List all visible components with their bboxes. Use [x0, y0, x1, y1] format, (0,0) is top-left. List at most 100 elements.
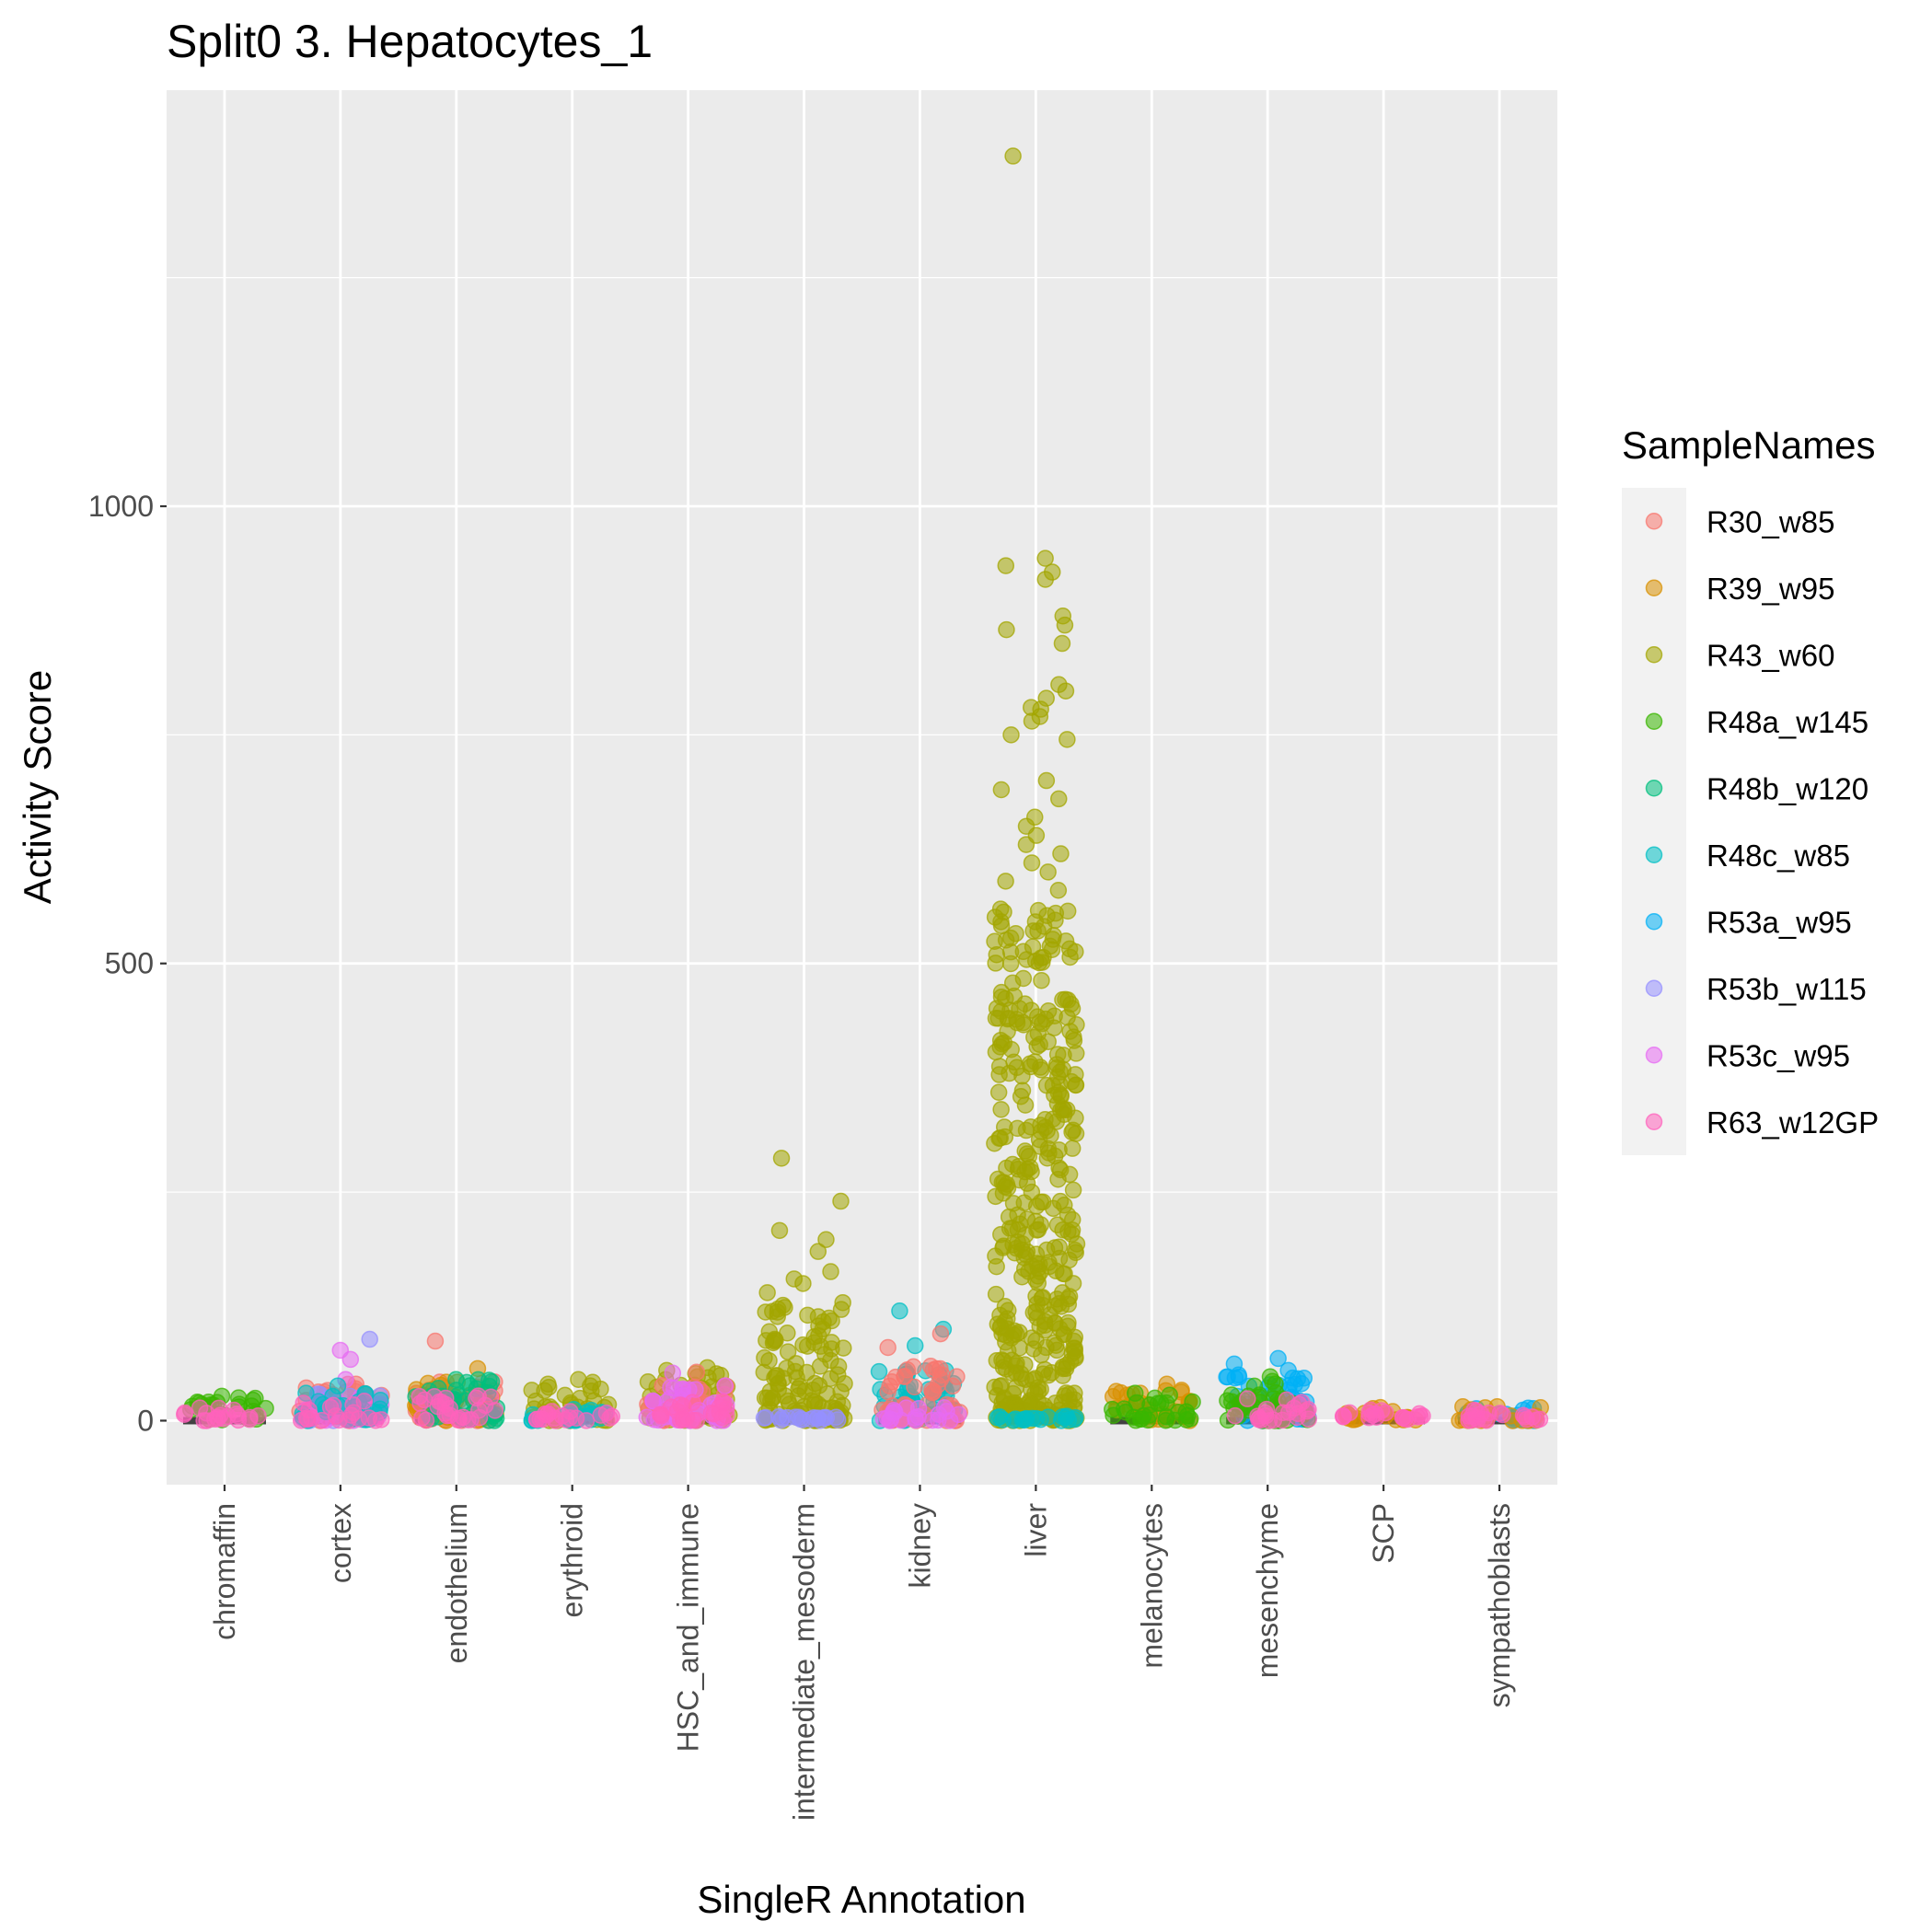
data-point [1068, 1235, 1086, 1253]
data-point [553, 1407, 572, 1425]
data-point [996, 1298, 1014, 1315]
data-point [684, 1411, 702, 1429]
data-point [769, 1408, 788, 1426]
data-point [1467, 1402, 1486, 1420]
data-point [925, 1382, 943, 1401]
data-point [1064, 1181, 1082, 1199]
legend-key [1645, 1113, 1663, 1130]
data-point [1023, 854, 1041, 872]
data-point [760, 1323, 779, 1340]
data-point [313, 1411, 331, 1429]
data-point [758, 1284, 776, 1301]
x-tick-label: kidney [903, 1503, 936, 1589]
data-point [834, 1293, 851, 1312]
legend-label: R30_w85 [1706, 504, 1834, 538]
data-point [836, 1374, 853, 1393]
data-point [879, 1338, 897, 1357]
x-tick-label: HSC_and_immune [672, 1503, 705, 1752]
data-point [1018, 1210, 1036, 1228]
data-point [1125, 1408, 1142, 1426]
data-point [1026, 1053, 1044, 1070]
data-point [1005, 1322, 1024, 1340]
data-point [811, 1358, 829, 1375]
data-point [1269, 1349, 1287, 1368]
legend-key [1645, 913, 1663, 931]
y-tick-label: 1000 [88, 490, 154, 523]
data-point [639, 1373, 657, 1391]
legend-label: R63_w12GP [1706, 1105, 1879, 1140]
data-point [1060, 1385, 1078, 1404]
data-point [1024, 938, 1042, 955]
data-point [1286, 1375, 1303, 1394]
data-point [992, 1225, 1010, 1244]
x-tick-label: sympathoblasts [1483, 1503, 1516, 1707]
data-point [1335, 1408, 1352, 1426]
data-point [1003, 1155, 1022, 1174]
y-tick-label: 0 [137, 1404, 154, 1437]
data-point [1012, 1365, 1030, 1382]
data-point [992, 983, 1011, 1001]
data-point [1016, 1096, 1035, 1114]
legend-label: R43_w60 [1706, 638, 1834, 672]
data-point [1177, 1411, 1196, 1429]
legend-key [1645, 979, 1663, 997]
legend-key [1645, 513, 1663, 530]
data-point [1032, 1116, 1049, 1134]
chart-title: Split0 3. Hepatocytes_1 [167, 16, 653, 67]
data-point [1300, 1410, 1318, 1429]
data-point [1226, 1406, 1244, 1425]
data-point [1222, 1386, 1241, 1404]
data-point [713, 1408, 731, 1427]
data-point [1051, 1063, 1070, 1081]
data-point [329, 1377, 347, 1394]
data-point [345, 1404, 363, 1421]
data-point [1044, 1077, 1062, 1094]
data-point [447, 1371, 465, 1389]
data-point [1065, 1028, 1082, 1046]
data-point [806, 1374, 824, 1393]
data-point [360, 1409, 378, 1427]
data-point [993, 1351, 1011, 1369]
data-point [997, 873, 1014, 890]
data-point [1491, 1405, 1510, 1422]
data-point [879, 1382, 897, 1401]
data-point [1059, 1222, 1077, 1241]
data-point [1028, 1008, 1047, 1025]
legend-label: R53a_w95 [1706, 905, 1852, 939]
data-point [1105, 1406, 1122, 1424]
x-tick-label: cortex [324, 1503, 357, 1583]
data-point [1033, 971, 1050, 989]
data-point [1040, 1257, 1059, 1276]
data-point [1047, 904, 1065, 922]
data-point [1039, 1366, 1058, 1384]
data-point [1066, 1342, 1084, 1360]
data-point [713, 1393, 732, 1410]
legend-key [1645, 579, 1663, 596]
data-point [1004, 147, 1022, 165]
data-point [1036, 571, 1055, 588]
data-point [997, 1333, 1014, 1351]
data-point [1052, 1298, 1070, 1315]
data-point [1044, 931, 1062, 948]
data-point [1184, 1393, 1201, 1411]
plot-panel [167, 90, 1557, 1485]
data-point [769, 1300, 787, 1318]
data-point [1034, 1289, 1052, 1306]
data-point [1057, 682, 1075, 700]
data-point [1063, 1140, 1082, 1157]
data-point [1067, 943, 1084, 961]
data-point [1027, 1270, 1045, 1289]
y-tick-label: 500 [105, 947, 154, 980]
data-point [1053, 634, 1071, 653]
legend-key [1645, 646, 1663, 664]
data-points [175, 147, 1549, 1429]
data-point [870, 1362, 888, 1381]
data-point [1018, 1145, 1036, 1163]
data-point [1030, 954, 1048, 972]
data-point [931, 1359, 949, 1378]
data-point [1032, 1381, 1049, 1398]
data-point [426, 1332, 445, 1350]
data-point [987, 954, 1004, 972]
data-point [1014, 1013, 1032, 1032]
